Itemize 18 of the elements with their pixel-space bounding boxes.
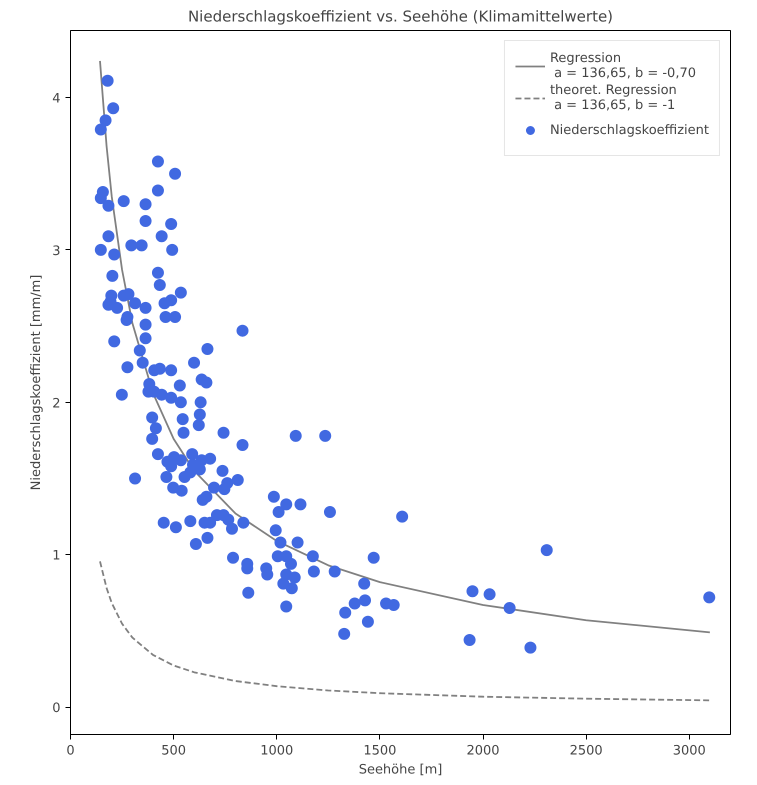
y-tick-label: 4 (52, 92, 61, 107)
y-tick-label: 3 (52, 244, 61, 259)
chart-title: Niederschlagskoeffizient vs. Seehöhe (Klimamittelwerte) (188, 8, 614, 26)
x-tick-label: 2500 (570, 744, 603, 758)
x-tick-label: 2000 (466, 744, 500, 758)
x-axis-title: Seehöhe [m] (358, 762, 442, 778)
x-tick-label: 1000 (260, 744, 294, 758)
x-tick-label: 500 (161, 744, 186, 758)
y-axis-title: Niederschlagskoeffizient [mm/m] (29, 274, 44, 490)
y-tick-label: 0 (52, 701, 61, 716)
legend-label: theoret. Regression a = 136,65, b = -1 (550, 83, 677, 113)
legend-label: Niederschlagskoeffizient (550, 122, 709, 140)
line-series (99, 560, 711, 702)
x-tick-label: 1500 (363, 744, 396, 758)
y-tick-label: 1 (52, 548, 61, 564)
x-tick-label: 3000 (672, 744, 706, 758)
y-tick-label: 2 (52, 396, 61, 412)
x-tick-label: 0 (66, 744, 75, 758)
